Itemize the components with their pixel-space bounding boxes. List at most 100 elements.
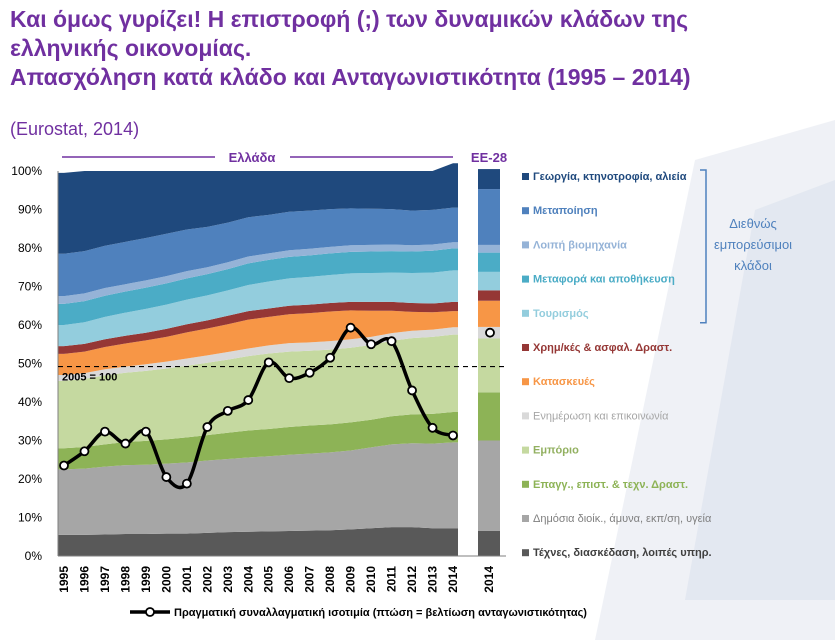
exchange-rate-point xyxy=(79,446,90,457)
legend-marker xyxy=(522,344,529,351)
reference-line: 2005 = 100 xyxy=(58,365,504,384)
legend-label: Κατασκευές xyxy=(533,376,595,388)
legend-label: Τουρισμός xyxy=(533,308,589,320)
x-tick-label: 2014 xyxy=(446,566,460,593)
x-tick-label: 2002 xyxy=(200,566,214,593)
section-label-eu: ΕΕ-28 xyxy=(471,150,507,165)
legend: Γεωργία, κτηνοτροφία, αλιεία Μεταποίηση Λο… xyxy=(522,169,792,559)
page-title: Και όμως γυρίζει! Η επιστροφή (;) των δυ… xyxy=(10,5,830,92)
exchange-rate-point xyxy=(407,385,417,396)
area-series-12 xyxy=(58,163,458,254)
eu-bar-segment-1 xyxy=(478,530,500,556)
eu-bar-segment-8 xyxy=(478,271,500,291)
legend-marker xyxy=(522,241,529,249)
x-tick-label: 2007 xyxy=(303,566,317,593)
eu-bar-segment-6 xyxy=(478,300,500,327)
legend-label: Γεωργία, κτηνοτροφία, αλιεία xyxy=(533,171,687,183)
y-tick-label: 30% xyxy=(18,434,42,448)
eu-bar-segment-11 xyxy=(478,189,500,245)
exchange-rate-point xyxy=(181,478,192,489)
y-tick-label: 100% xyxy=(11,164,42,178)
exchange-rate-point xyxy=(100,426,110,437)
exchange-rate-point xyxy=(325,352,336,363)
area-series xyxy=(58,163,458,556)
legend-marker xyxy=(522,515,529,522)
area-series-10 xyxy=(58,242,458,304)
x-tick-label: 2013 xyxy=(426,566,440,593)
legend-label: Τέχνες, διασκέδαση, λοιπές υπηρ. xyxy=(533,547,712,559)
legend-label: Εμπόριο xyxy=(533,445,579,457)
reference-line-label: 2005 = 100 xyxy=(62,372,117,384)
x-tick-label: 2004 xyxy=(241,566,255,593)
area-series-11 xyxy=(58,207,458,297)
x-tick-label: 1997 xyxy=(98,566,112,593)
eu-bar xyxy=(478,169,500,556)
x-tick-label: 2012 xyxy=(405,566,419,593)
eu-bar-segment-2 xyxy=(478,440,500,531)
legend-label: Δημόσια διοίκ., άμυνα, εκπ/ση, υγεία xyxy=(533,513,712,525)
legend-marker xyxy=(522,446,529,454)
tradable-bracket xyxy=(700,169,707,324)
bracket-label-line: εμπορεύσιμοι xyxy=(714,237,792,252)
legend-label: Μεταποίηση xyxy=(533,205,598,217)
exchange-rate-point-eu xyxy=(485,327,495,338)
area-series-8 xyxy=(58,270,458,347)
bracket-label-line: Διεθνώς xyxy=(729,216,777,231)
area-series-9 xyxy=(58,248,458,325)
legend-marker xyxy=(522,309,529,317)
x-axis: 1995 1996 1997 1998 1999 2000 2001 2002 2003 2004… xyxy=(57,566,496,593)
y-tick-label: 0% xyxy=(25,549,43,563)
y-tick-label: 10% xyxy=(18,511,42,525)
x-tick-label: 1995 xyxy=(57,566,71,593)
x-tick-label: 1998 xyxy=(118,566,132,593)
legend-marker xyxy=(522,412,529,420)
x-tick-label: 2009 xyxy=(344,566,358,593)
area-series-5 xyxy=(58,327,458,381)
legend-marker xyxy=(522,480,529,488)
legend-marker xyxy=(522,549,529,557)
exchange-rate-point xyxy=(263,357,274,368)
page-subtitle: (Eurostat, 2014) xyxy=(10,119,140,139)
title-line-1: Και όμως γυρίζει! Η επιστροφή (;) των δυ… xyxy=(10,6,689,32)
exchange-rate-point xyxy=(366,339,377,350)
eu-bar-segment-9 xyxy=(478,252,500,272)
legend-label: Λοιπή βιομηχανία xyxy=(533,239,627,251)
exchange-rate-point xyxy=(161,472,172,482)
line-legend-label: Πραγματική συναλλαγματική ισοτιμία (πτώσ… xyxy=(174,607,587,619)
exchange-rate-point xyxy=(120,438,131,449)
exchange-rate-point xyxy=(284,373,295,384)
exchange-rate-point xyxy=(386,336,397,347)
x-tick-label: 2011 xyxy=(385,566,399,592)
y-axis: 0% 10% 20% 30% 40% 50% 60% 70% 80% 90% 100% xyxy=(11,164,506,563)
section-label-greece: Ελλάδα xyxy=(229,150,276,165)
x-tick-label: 2005 xyxy=(262,566,276,593)
y-tick-label: 50% xyxy=(18,357,42,371)
line-legend: Πραγματική συναλλαγματική ισοτιμία (πτώσ… xyxy=(130,607,587,619)
exchange-rate-point xyxy=(140,426,151,437)
y-tick-label: 80% xyxy=(18,241,42,255)
eu-bar-segment-12 xyxy=(478,169,500,190)
exchange-rate-point xyxy=(427,422,438,433)
exchange-rate-point xyxy=(345,322,356,333)
legend-marker xyxy=(522,173,529,180)
exchange-rate-point xyxy=(304,367,315,378)
line-legend-marker xyxy=(145,607,155,617)
legend-marker xyxy=(522,378,529,386)
x-tick-label: 1996 xyxy=(77,566,91,593)
x-tick-label: 2000 xyxy=(159,566,173,593)
x-tick-label: 1999 xyxy=(139,566,153,593)
x-tick-label: 2010 xyxy=(364,566,378,593)
bracket-label-line: κλάδοι xyxy=(734,258,772,273)
area-series-4 xyxy=(58,334,458,449)
eu-bar-segment-7 xyxy=(478,290,500,301)
exchange-rate-point xyxy=(243,395,254,405)
eu-bar-segment-4 xyxy=(478,338,500,393)
exchange-rate-point xyxy=(448,430,458,441)
x-tick-label: 2003 xyxy=(221,566,235,593)
area-series-2 xyxy=(58,442,458,535)
x-tick-label-eu: 2014 xyxy=(482,566,496,593)
legend-label: Ενημέρωση και επικοινωνία xyxy=(533,410,669,422)
x-tick-label: 2001 xyxy=(180,566,194,593)
legend-marker xyxy=(522,275,529,283)
